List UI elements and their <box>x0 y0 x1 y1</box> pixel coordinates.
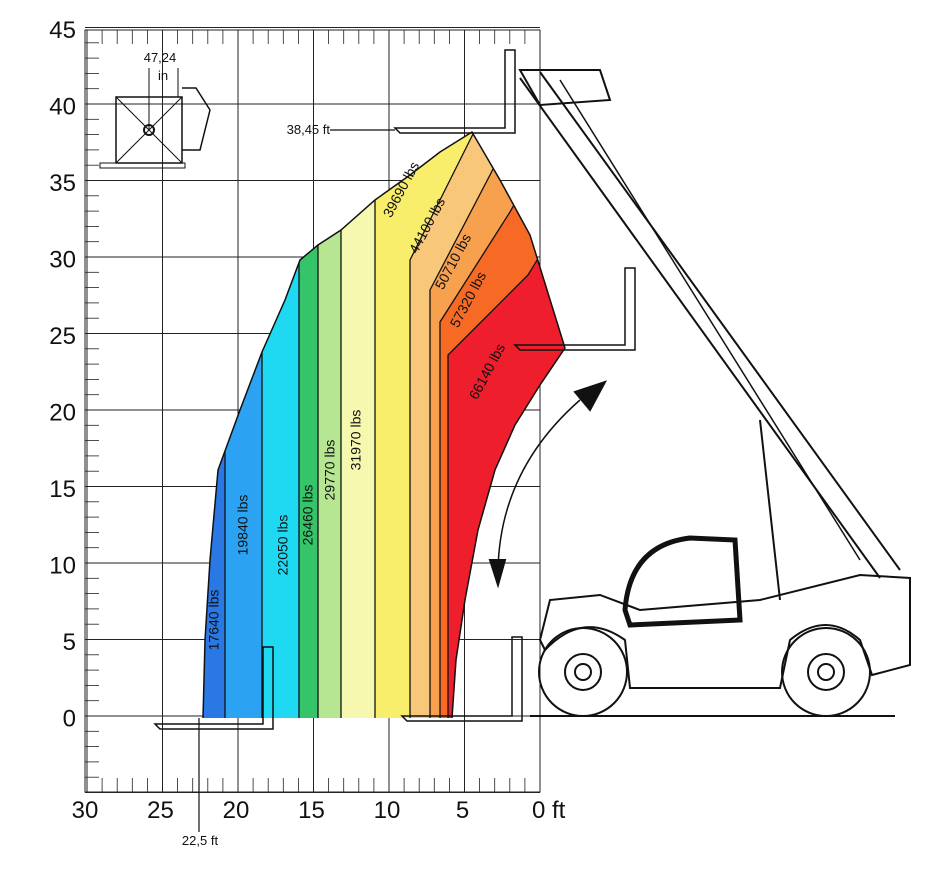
machine <box>99 49 911 832</box>
load-zone <box>375 132 500 718</box>
y-tick-label: 25 <box>49 323 76 350</box>
x-tick-label: 5 <box>456 797 469 824</box>
zone-label: 19840 lbs <box>235 495 251 556</box>
load-zone <box>318 132 341 718</box>
x-tick-label: 25 <box>147 797 174 824</box>
x-tick-label: 10 <box>374 797 401 824</box>
load-envelope <box>202 130 566 719</box>
y-tick-label: 0 <box>63 706 76 733</box>
zone-label: 31970 lbs <box>348 410 364 471</box>
plot-frame <box>84 29 541 793</box>
grid <box>84 27 541 793</box>
load-zone <box>299 132 318 718</box>
y-tick-label: 35 <box>49 170 76 197</box>
x-tick-label: 20 <box>223 797 250 824</box>
load-zone <box>430 132 545 718</box>
zone-label: 22050 lbs <box>275 515 291 576</box>
x-tick-label: 30 <box>72 797 99 824</box>
max-height-label: 38,45 ft <box>287 122 331 137</box>
load-zone <box>440 150 565 718</box>
zone-label: 17640 lbs <box>206 590 222 651</box>
load-zones <box>203 132 565 718</box>
y-tick-label: 45 <box>49 17 76 44</box>
zone-boundary <box>409 132 501 718</box>
load-zone <box>410 132 520 718</box>
x-tick-label: 15 <box>298 797 325 824</box>
y-tick-label: 20 <box>49 400 76 427</box>
y-tick-label: 10 <box>49 553 76 580</box>
width-label: 47,24 <box>144 50 177 65</box>
load-zone <box>225 132 262 718</box>
y-tick-label: 5 <box>63 629 76 656</box>
zone-label: 26460 lbs <box>300 485 316 546</box>
zone-label: 29770 lbs <box>322 440 338 501</box>
width-unit: in <box>158 68 168 83</box>
y-tick-label: 30 <box>49 247 76 274</box>
max-reach-label: 22,5 ft <box>182 833 219 848</box>
load-zone <box>341 132 375 718</box>
x-tick-label: 0 ft <box>532 797 566 824</box>
load-zone <box>262 132 299 718</box>
y-tick-label: 40 <box>49 94 76 121</box>
y-tick-label: 15 <box>49 476 76 503</box>
